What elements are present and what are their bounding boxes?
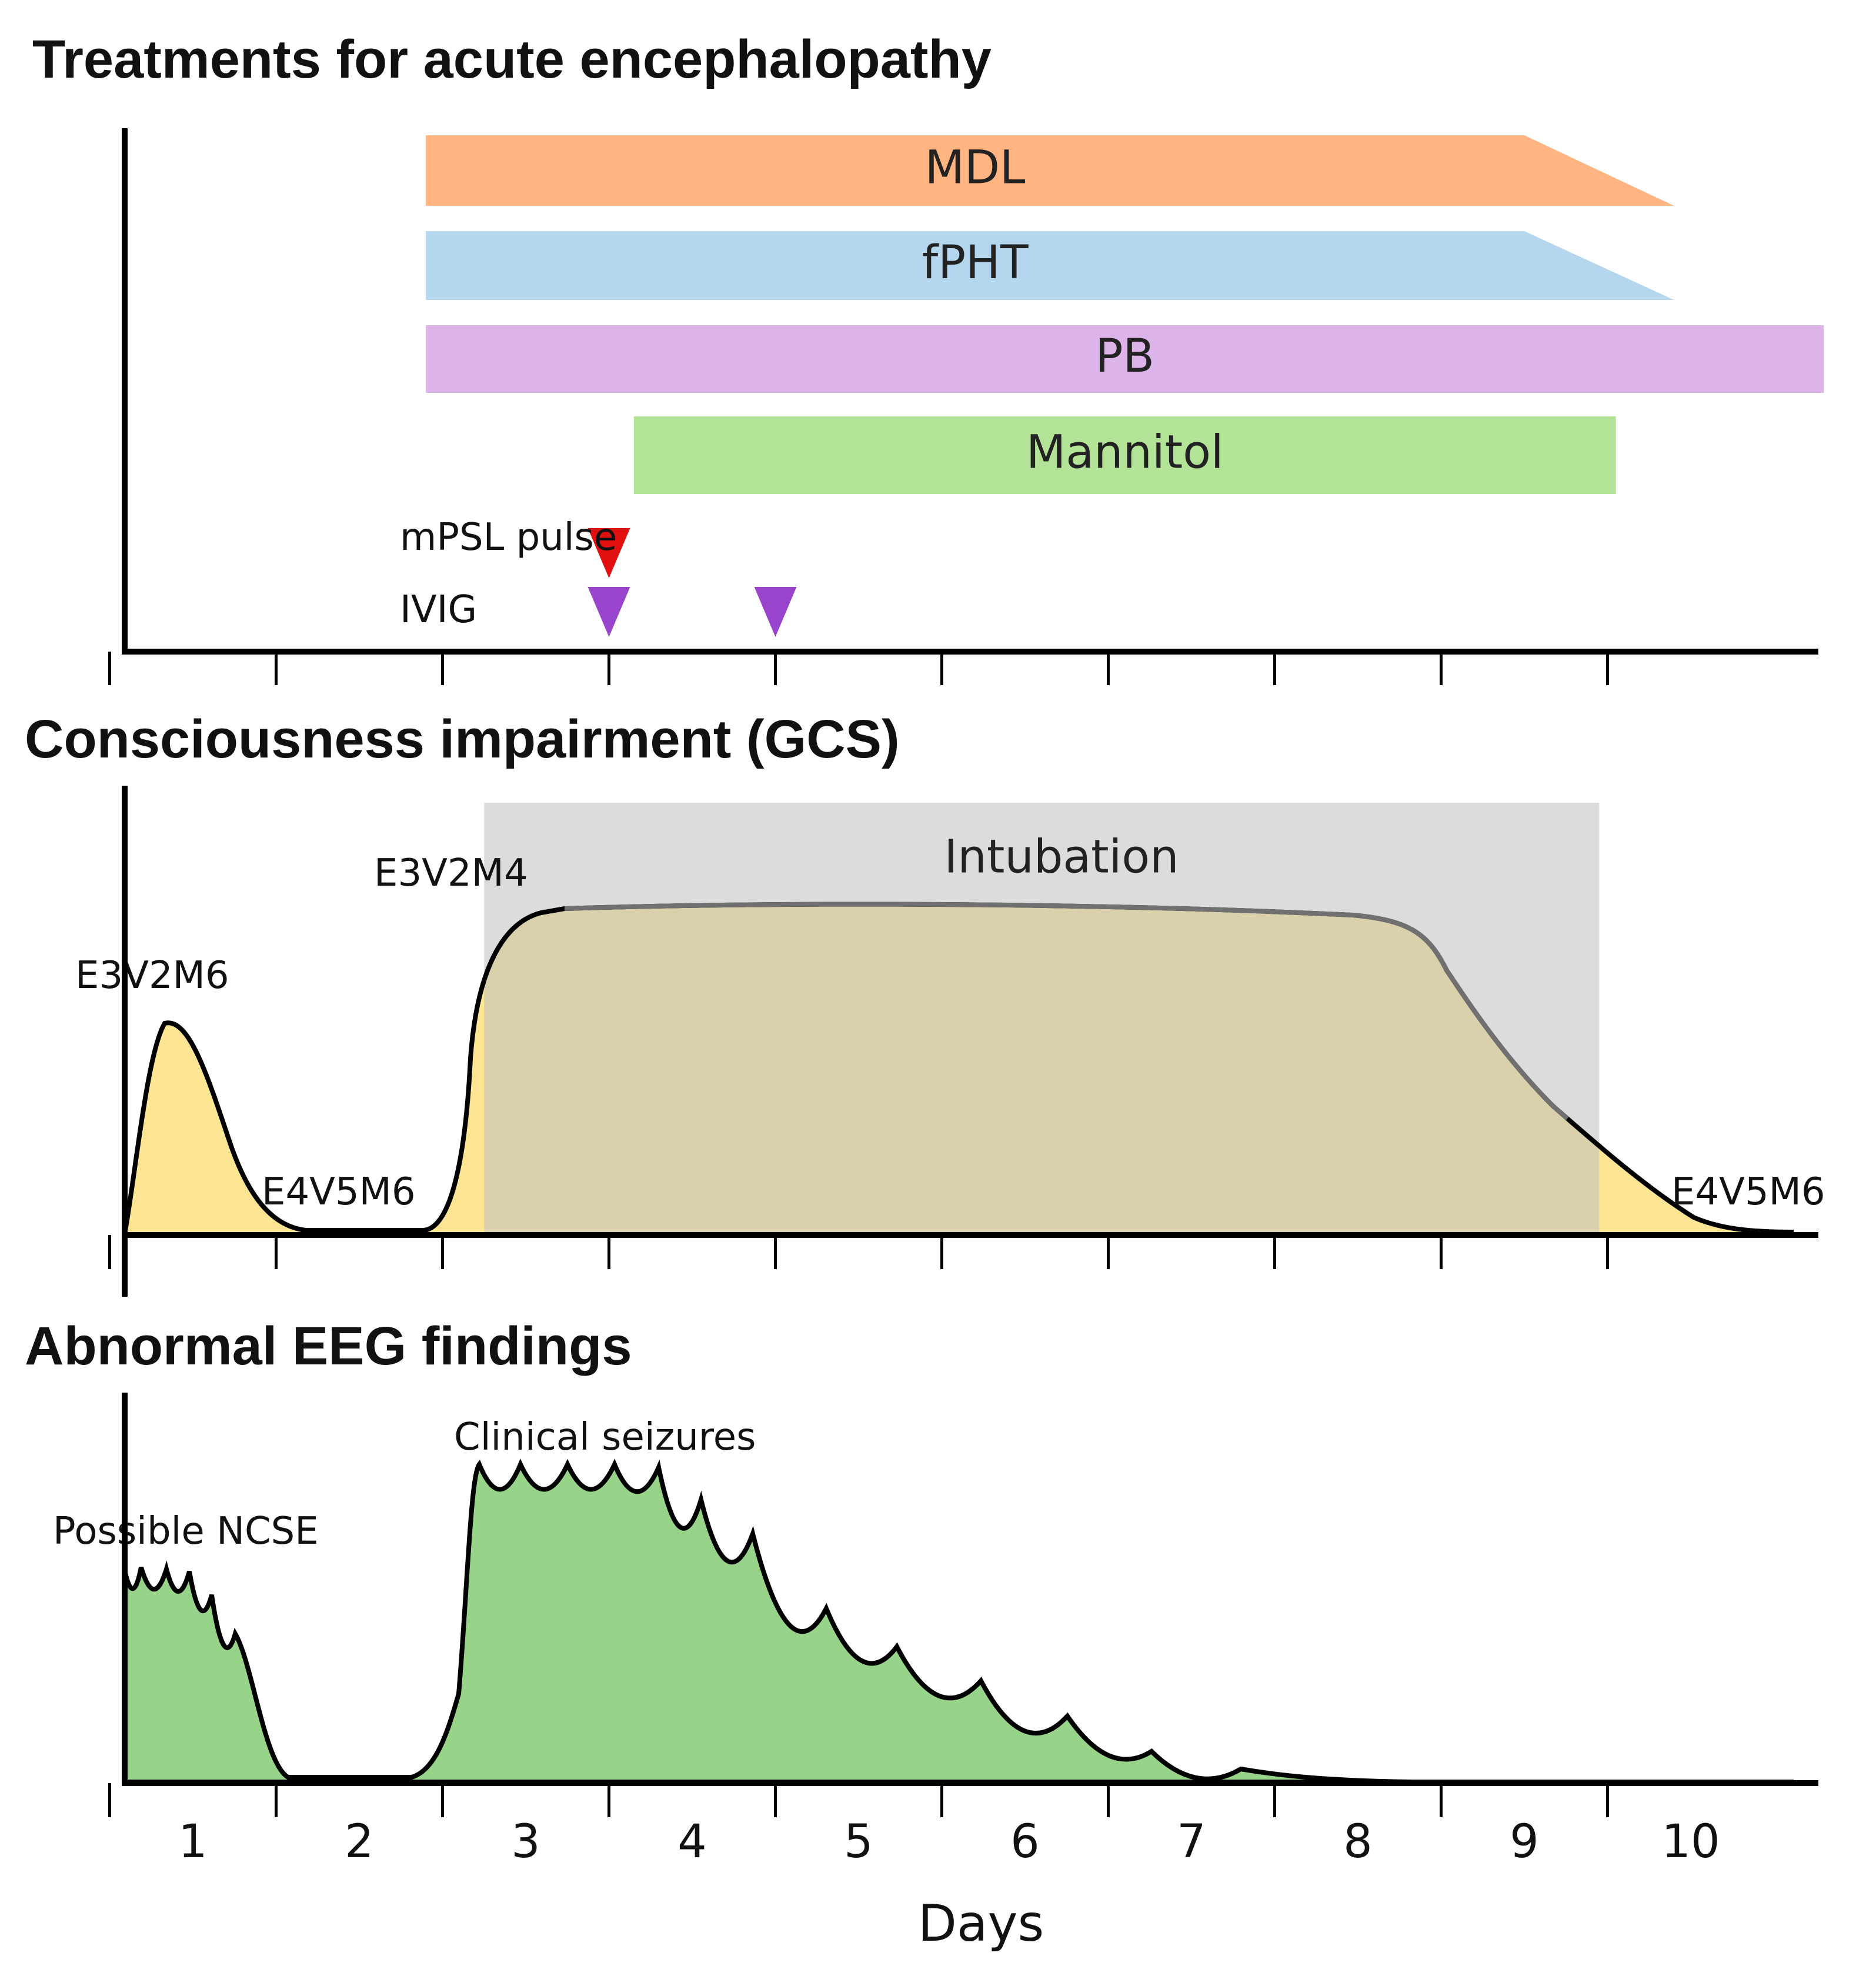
treatment-label-mannitol: Mannitol — [1026, 426, 1224, 479]
gcs-label-e4v5m6-late: E4V5M6 — [1671, 1170, 1825, 1214]
gcs-axis-ticks — [108, 1235, 1609, 1269]
eeg-label-possible-ncse: Possible NCSE — [53, 1510, 319, 1553]
gcs-label-e3v2m4: E3V2M4 — [374, 852, 528, 895]
treatment-bar-pb — [426, 325, 1824, 393]
treatment-bars: MDL fPHT PB Mannitol — [426, 135, 1824, 494]
day-label-4: 4 — [677, 1815, 707, 1868]
treatment-label-mdl: MDL — [925, 141, 1026, 194]
ivig-marker-2 — [754, 587, 797, 637]
eeg-axis-ticks — [108, 1783, 1609, 1817]
day-label-10: 10 — [1661, 1815, 1720, 1868]
day-label-2: 2 — [345, 1815, 374, 1868]
gcs-title: Consciousness impairment (GCS) — [25, 709, 900, 769]
mpsl-label: mPSL pulse — [400, 516, 617, 559]
treatment-axis-ticks — [108, 652, 1609, 685]
treatment-bar-mannitol — [633, 416, 1616, 494]
treatment-bar-fpht — [426, 231, 1674, 300]
day-label-8: 8 — [1343, 1815, 1373, 1868]
gcs-curve-line-intubated — [564, 902, 1569, 1121]
treatment-markers — [587, 528, 797, 637]
day-tick-labels: 1 2 3 4 5 6 7 8 9 10 — [178, 1815, 1720, 1868]
mpsl-marker-1 — [587, 528, 630, 578]
x-axis-title: Days — [918, 1894, 1044, 1953]
intubation-period — [484, 803, 1600, 1234]
treatment-label-pb: PB — [1096, 330, 1155, 383]
eeg-title: Abnormal EEG findings — [25, 1316, 632, 1376]
gcs-label-e4v5m6-early: E4V5M6 — [262, 1170, 416, 1214]
eeg-axis — [122, 1393, 1818, 1786]
day-label-9: 9 — [1510, 1815, 1539, 1868]
day-label-7: 7 — [1177, 1815, 1206, 1868]
day-label-5: 5 — [844, 1815, 873, 1868]
eeg-label-clinical-seizures: Clinical seizures — [454, 1416, 756, 1459]
treatment-bar-mdl — [426, 135, 1674, 206]
treatment-axis — [122, 128, 1818, 655]
day-label-3: 3 — [511, 1815, 540, 1868]
eeg-curve — [122, 1458, 1794, 1784]
day-label-1: 1 — [178, 1815, 208, 1868]
intubation-label: Intubation — [944, 830, 1179, 883]
ivig-marker-1 — [587, 587, 630, 637]
treatment-label-fpht: fPHT — [922, 236, 1029, 289]
day-label-6: 6 — [1010, 1815, 1040, 1868]
gcs-label-e3v2m6: E3V2M6 — [75, 954, 229, 997]
treatments-title: Treatments for acute encephalopathy — [32, 29, 992, 89]
ivig-label: IVIG — [400, 588, 477, 632]
